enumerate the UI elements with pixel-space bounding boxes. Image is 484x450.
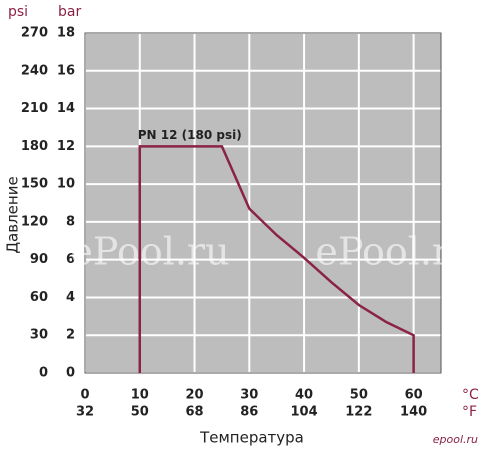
y2-tick-label: 90 xyxy=(30,252,48,267)
y-tick-label: 10 xyxy=(57,177,75,192)
x-tick-label: 30 xyxy=(240,388,258,403)
x2-tick-label: 86 xyxy=(240,405,258,420)
y-tick-label: 6 xyxy=(66,252,75,267)
y-tick-label: 8 xyxy=(66,214,75,229)
x-unit: °C xyxy=(462,387,479,403)
y2-tick-label: 210 xyxy=(21,101,48,116)
y2-tick-label: 0 xyxy=(39,366,48,381)
annotation: PN 12 (180 psi) xyxy=(138,128,242,142)
y-tick-label: 18 xyxy=(57,26,75,41)
y2-tick-label: 270 xyxy=(21,26,48,41)
y2-tick-label: 240 xyxy=(21,63,48,78)
x-tick-label: 0 xyxy=(80,388,89,403)
x2-tick-label: 68 xyxy=(185,405,203,420)
x-tick-label: 40 xyxy=(295,388,313,403)
y-tick-label: 0 xyxy=(66,366,75,381)
logo: epool.ru xyxy=(433,433,478,446)
y2-tick-label: 60 xyxy=(30,290,48,305)
y-unit: bar xyxy=(58,4,81,20)
watermark: ePool.ru xyxy=(315,230,474,274)
x2-tick-label: 32 xyxy=(76,405,94,420)
y2-tick-label: 150 xyxy=(21,177,48,192)
x2-unit: °F xyxy=(462,404,477,420)
x2-tick-label: 122 xyxy=(345,405,372,420)
plot-border xyxy=(84,32,442,374)
y2-tick-label: 180 xyxy=(21,139,48,154)
y2-tick-label: 30 xyxy=(30,328,48,343)
x2-tick-label: 50 xyxy=(131,405,149,420)
x-axis-label: Температура xyxy=(199,429,304,447)
x-tick-label: 10 xyxy=(131,388,149,403)
y2-tick-label: 120 xyxy=(21,214,48,229)
y-tick-label: 4 xyxy=(66,290,75,305)
y-tick-label: 2 xyxy=(66,328,75,343)
watermark: ePool.ru xyxy=(70,230,229,274)
x2-tick-label: 104 xyxy=(291,405,318,420)
y-axis-label: Давление xyxy=(4,176,22,253)
y-tick-label: 12 xyxy=(57,139,75,154)
plot-area xyxy=(85,33,441,373)
x2-tick-label: 140 xyxy=(400,405,427,420)
y-tick-label: 16 xyxy=(57,63,75,78)
y2-unit: psi xyxy=(8,4,28,20)
x-tick-label: 60 xyxy=(405,388,423,403)
x-tick-label: 50 xyxy=(350,388,368,403)
x-tick-label: 20 xyxy=(185,388,203,403)
y-tick-label: 14 xyxy=(57,101,75,116)
data-line xyxy=(138,145,415,373)
